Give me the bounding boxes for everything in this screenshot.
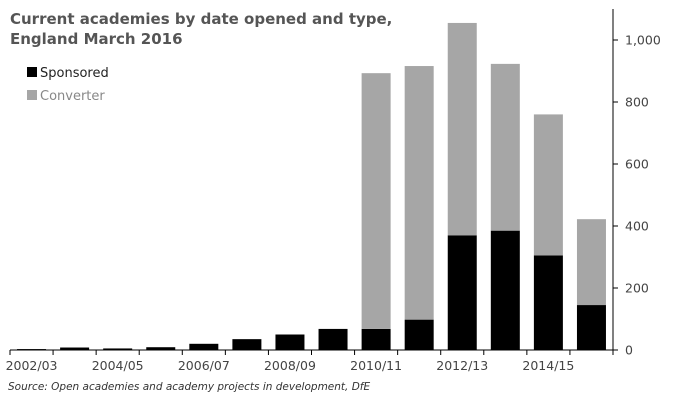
legend-swatch-sponsored <box>27 67 37 77</box>
y-tick-label-0: 0 <box>625 343 633 358</box>
bar-sponsored-2012-13 <box>447 235 477 350</box>
bar-sponsored-2004-05 <box>103 348 133 350</box>
legend-label-converter: Converter <box>40 89 105 104</box>
y-tick-label-1000: 1,000 <box>625 33 661 48</box>
bar-converter-2013-14 <box>490 63 520 231</box>
x-tick-label-2012-13: 2012/13 <box>436 358 488 373</box>
bar-sponsored-2009-10 <box>318 328 348 350</box>
x-tick-label-2010-11: 2010/11 <box>350 358 402 373</box>
bars <box>17 22 606 350</box>
bar-sponsored-2013-14 <box>490 230 520 350</box>
y-tick-label-200: 200 <box>625 281 649 296</box>
x-tick-label-2014-15: 2014/15 <box>522 358 574 373</box>
legend-label-sponsored: Sponsored <box>40 66 109 81</box>
bar-sponsored-2008-09 <box>275 334 305 350</box>
y-tick-label-800: 800 <box>625 95 649 110</box>
bar-converter-2014-15 <box>533 114 563 256</box>
bar-converter-2011-12 <box>404 66 434 320</box>
bar-sponsored-2005-06 <box>146 347 176 350</box>
legend-swatch-converter <box>27 90 37 100</box>
bar-converter-2012-13 <box>447 22 477 236</box>
x-tick-label-2004-05: 2004/05 <box>92 358 144 373</box>
x-tick-label-2002-03: 2002/03 <box>6 358 58 373</box>
axes: 2002/03 2004/05 2006/07 2008/09 2010/11 2012/… <box>6 9 661 373</box>
bar-converter-2015-16 <box>576 219 606 306</box>
bar-sponsored-2015-16 <box>576 305 606 350</box>
bar-sponsored-2007-08 <box>232 339 262 350</box>
y-tick-label-600: 600 <box>625 157 649 172</box>
bar-sponsored-2010-11 <box>361 328 391 350</box>
legend: Sponsored Converter <box>27 66 109 104</box>
chart-title-line1: Current academies by date opened and typ… <box>10 10 392 28</box>
source-note: Source: Open academies and academy proje… <box>8 381 370 393</box>
bar-sponsored-2006-07 <box>189 343 219 350</box>
bar-sponsored-2011-12 <box>404 319 434 350</box>
x-tick-label-2006-07: 2006/07 <box>178 358 230 373</box>
chart-title-line2: England March 2016 <box>10 30 183 48</box>
x-tick-label-2008-09: 2008/09 <box>264 358 316 373</box>
bar-converter-2010-11 <box>361 73 391 329</box>
y-tick-label-400: 400 <box>625 219 649 234</box>
bar-sponsored-2014-15 <box>533 255 563 350</box>
bar-sponsored-2003-04 <box>60 347 90 350</box>
